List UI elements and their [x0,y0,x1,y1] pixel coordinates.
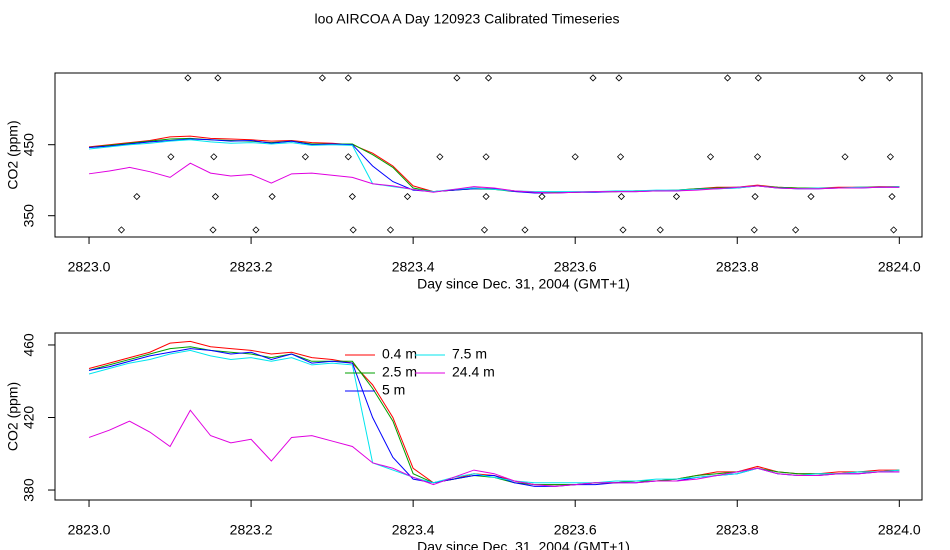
marker-point [211,192,220,201]
marker-point [453,74,461,82]
marker-point [858,74,866,82]
marker-point [619,226,627,234]
y-axis-label: CO2 (ppm) [5,382,21,451]
x-tick-label: 2824.0 [878,522,921,538]
legend-label: 7.5 m [452,346,487,362]
marker-point [301,153,309,161]
marker-point [482,192,490,201]
y-tick-label: 380 [21,478,37,502]
x-tick-label: 2823.8 [716,259,759,275]
marker-point [589,74,597,82]
x-tick-label: 2823.4 [392,259,435,275]
plot-box [54,332,923,501]
y-tick-label: 450 [21,133,37,157]
marker-point [753,153,762,161]
marker-point [344,153,352,161]
marker-point [841,153,849,161]
marker-point [750,226,758,234]
x-tick-label: 2824.0 [878,259,921,275]
marker-point [751,192,759,201]
marker-point [318,74,326,82]
page-title: loo AIRCOA A Day 120923 Calibrated Times… [314,11,619,27]
x-tick-label: 2823.2 [230,522,273,538]
series-line [88,162,900,194]
marker-point [886,74,894,82]
legend-label: 2.5 m [382,364,417,380]
x-tick-label: 2823.6 [554,259,597,275]
x-tick-label: 2823.4 [392,522,435,538]
marker-point [617,153,625,161]
marker-point [210,153,218,161]
y-tick-label: 460 [21,333,37,357]
marker-point [184,74,192,82]
x-tick-label: 2823.0 [68,522,111,538]
plot-box [54,72,923,238]
marker-point [344,74,352,82]
marker-point [349,226,357,234]
marker-point [706,153,715,161]
marker-point [571,153,579,161]
marker-point [521,226,529,234]
marker-point [615,74,623,82]
marker-point [886,153,894,161]
marker-point [656,226,664,234]
marker-point [754,74,762,82]
marker-point [480,226,489,234]
marker-point [214,74,222,82]
x-tick-label: 2823.8 [716,522,759,538]
legend-label: 24.4 m [452,364,495,380]
y-axis-label: CO2 (ppm) [5,120,21,189]
marker-point [672,192,681,201]
marker-point [890,226,898,234]
marker-point [484,74,493,82]
x-tick-label: 2823.6 [554,522,597,538]
legend-label: 5 m [382,382,405,398]
y-tick-label: 420 [21,406,37,430]
x-tick-label: 2823.2 [230,259,273,275]
marker-point [133,192,141,201]
legend-label: 0.4 m [382,346,417,362]
marker-point [888,192,896,201]
marker-point [348,192,356,201]
marker-point [252,226,260,234]
marker-point [723,74,732,82]
y-tick-label: 350 [21,204,37,228]
marker-point [617,192,625,201]
marker-point [386,226,395,234]
marker-point [403,192,412,201]
x-axis-label: Day since Dec. 31, 2004 (GMT+1) [417,276,630,292]
marker-point [117,226,126,234]
series-line [88,409,900,487]
marker-point [482,153,490,161]
marker-point [807,192,815,201]
x-tick-label: 2823.0 [68,259,111,275]
marker-point [167,153,175,161]
marker-point [436,153,444,161]
marker-point [792,226,800,234]
marker-point [538,192,546,201]
x-axis-label: Day since Dec. 31, 2004 (GMT+1) [417,539,630,550]
marker-point [268,192,276,201]
marker-point [209,226,217,234]
